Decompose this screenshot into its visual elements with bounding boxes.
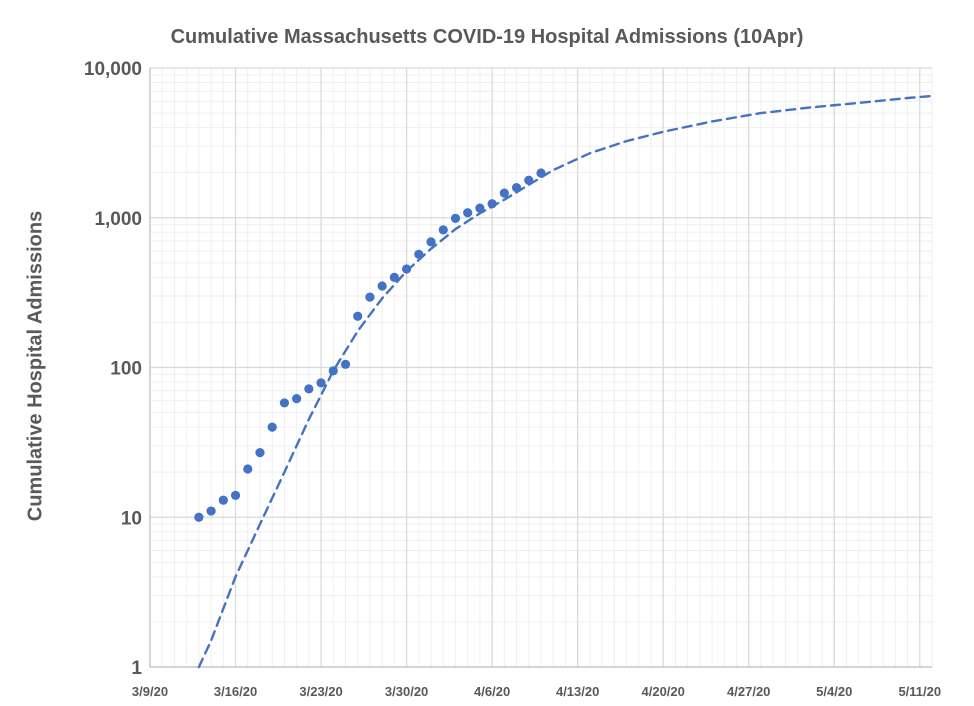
data-point (218, 495, 228, 505)
data-point (316, 378, 326, 388)
data-point (230, 490, 241, 500)
x-tick-label: 4/27/20 (727, 684, 770, 699)
data-point (438, 225, 448, 235)
data-point (475, 203, 485, 213)
x-tick-label: 3/9/20 (132, 684, 168, 699)
y-tick-label: 100 (110, 359, 142, 380)
data-point (255, 448, 265, 458)
data-point (426, 237, 436, 247)
data-point (267, 422, 277, 432)
fit-curve-line (197, 94, 934, 669)
data-point (304, 384, 314, 394)
data-point (365, 292, 375, 302)
data-point (340, 359, 351, 369)
data-point (377, 281, 387, 291)
y-tick-label: 10 (121, 508, 142, 529)
y-tick-label: 1 (131, 658, 142, 679)
data-point (463, 208, 473, 218)
data-point (243, 464, 253, 474)
data-point (353, 311, 363, 321)
data-point (450, 213, 461, 224)
data-point (414, 249, 424, 259)
x-tick-label: 5/4/20 (816, 684, 852, 699)
x-tick-label: 5/11/20 (898, 684, 941, 699)
data-point (206, 506, 216, 516)
x-tick-label: 3/23/20 (299, 684, 342, 699)
data-point (292, 393, 302, 404)
data-point (401, 264, 412, 274)
data-point (499, 188, 509, 198)
x-tick-label: 3/16/20 (214, 684, 257, 699)
chart-title: Cumulative Massachusetts COVID-19 Hospit… (170, 26, 804, 48)
x-tick-label: 4/13/20 (556, 684, 599, 699)
data-point (487, 199, 497, 209)
data-point (389, 272, 399, 282)
data-point (194, 512, 204, 522)
x-tick-label: 4/6/20 (474, 684, 510, 699)
y-tick-label: 1,000 (94, 209, 142, 230)
data-point (279, 398, 290, 408)
data-point (536, 168, 546, 178)
x-tick-label: 3/30/20 (385, 684, 428, 699)
x-tick-label: 4/20/20 (642, 684, 685, 699)
y-tick-label: 10,000 (84, 59, 142, 80)
data-point (524, 175, 534, 185)
data-point (328, 366, 338, 376)
data-point (511, 182, 522, 193)
